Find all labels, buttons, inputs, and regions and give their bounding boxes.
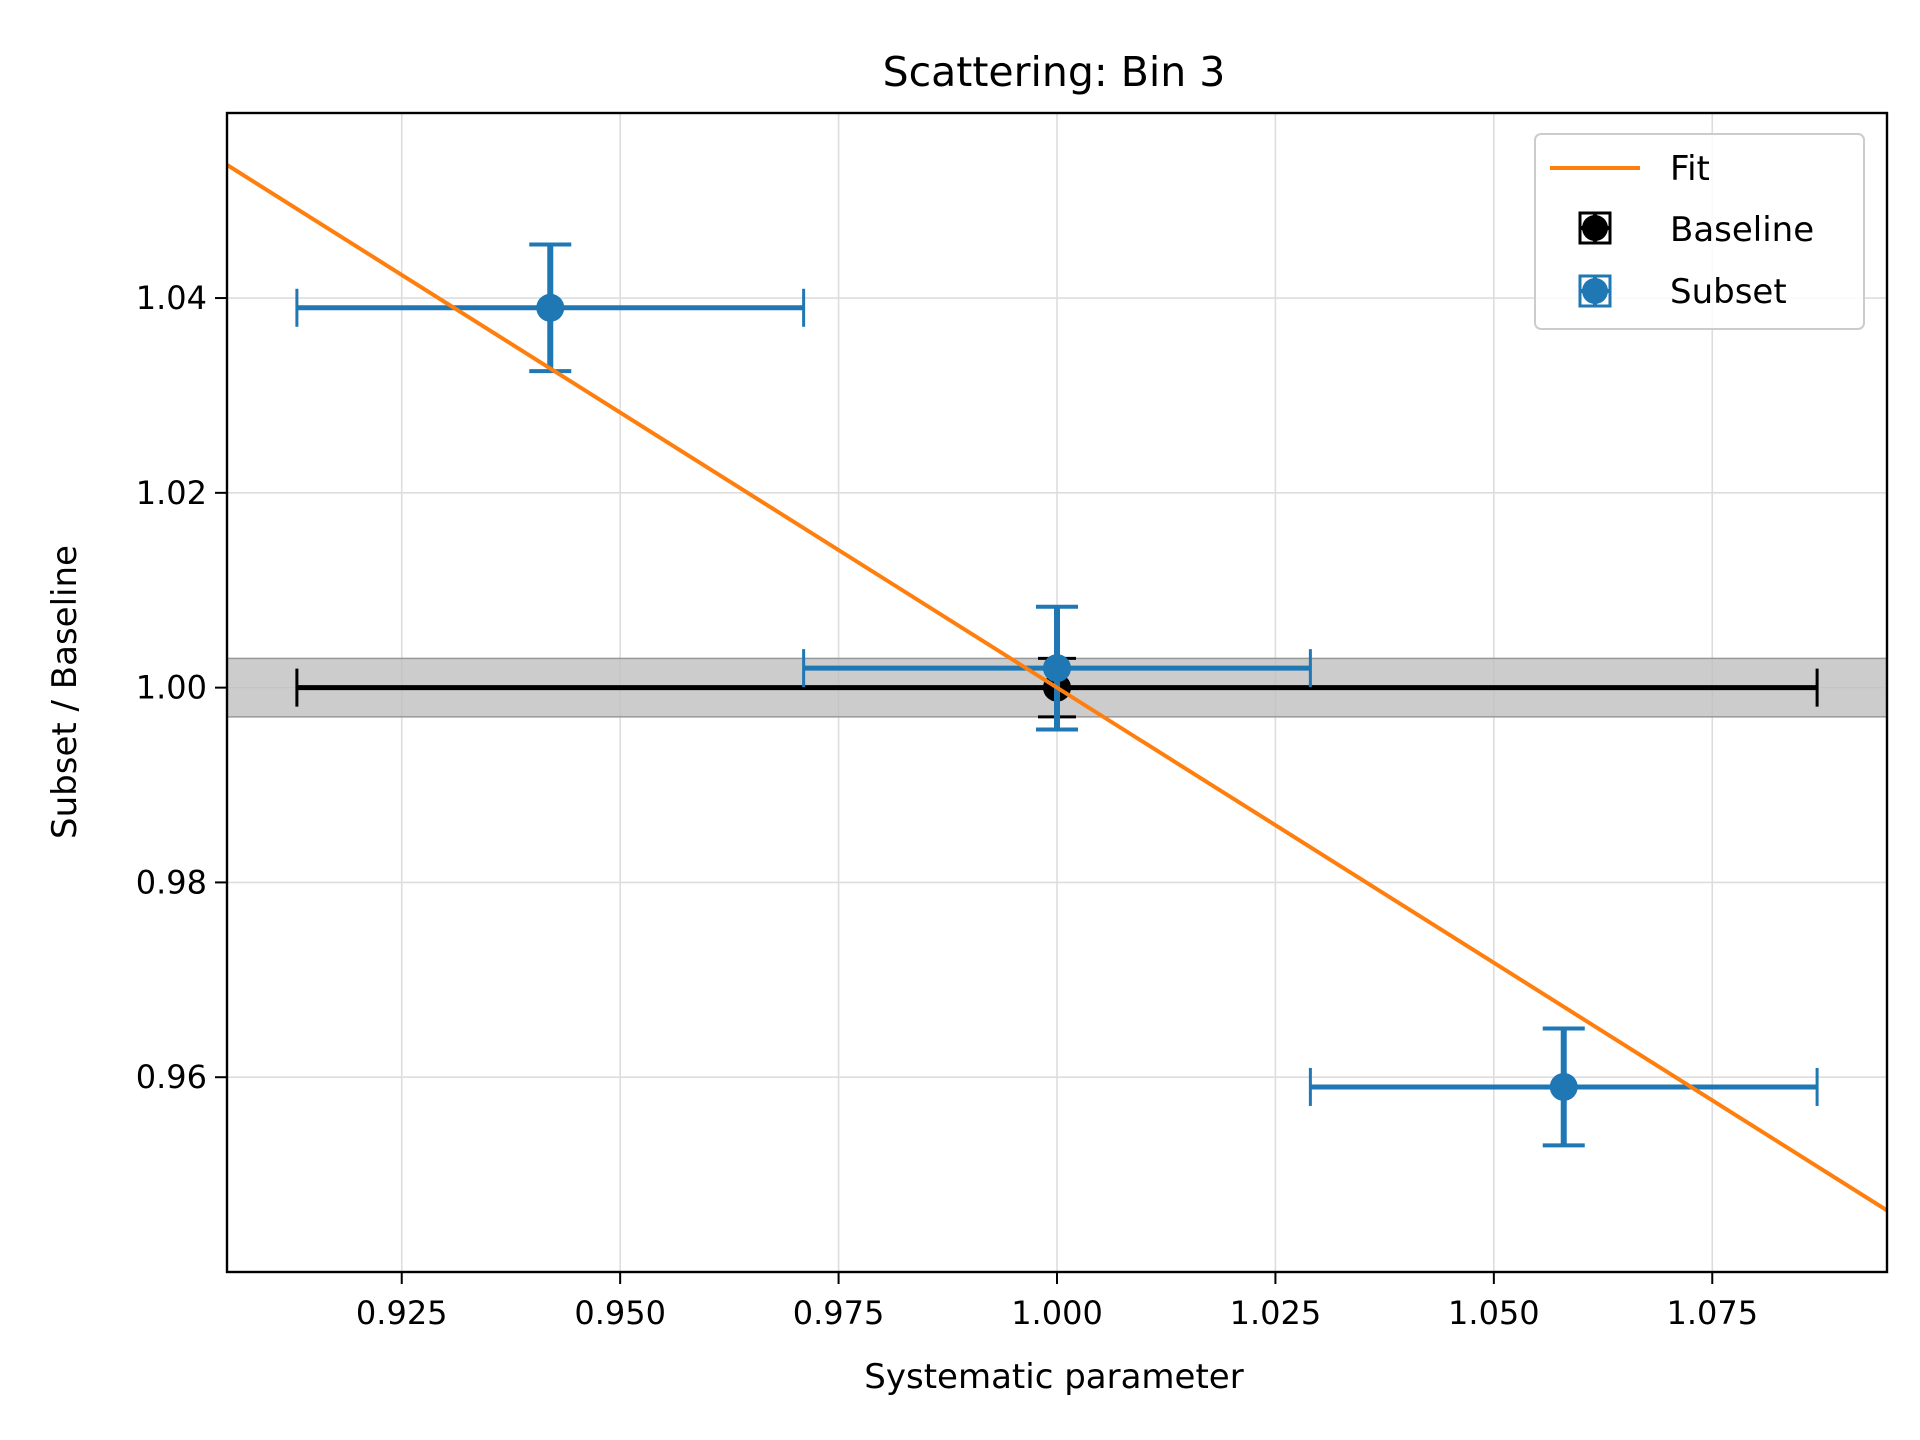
x-axis-label: Systematic parameter: [864, 1357, 1243, 1397]
subset-point: [536, 293, 565, 322]
legend-label: Fit: [1670, 149, 1710, 189]
x-tick-label: 0.950: [574, 1294, 666, 1332]
x-tick-label: 0.925: [356, 1294, 448, 1332]
x-tick-label: 0.975: [793, 1294, 885, 1332]
x-tick-label: 1.000: [1011, 1294, 1103, 1332]
y-axis-label: Subset / Baseline: [45, 545, 85, 839]
y-tick-label: 1.02: [136, 474, 207, 512]
plot-contents: [227, 163, 1887, 1213]
x-tick-label: 1.050: [1448, 1294, 1540, 1332]
y-tick-label: 1.00: [136, 669, 207, 707]
fit-line: [227, 163, 1887, 1213]
legend-label: Subset: [1670, 272, 1787, 312]
x-tick-label: 1.025: [1230, 1294, 1322, 1332]
y-tick-label: 0.98: [136, 863, 207, 901]
subset-point: [1549, 1072, 1578, 1101]
legend-label: Baseline: [1670, 210, 1814, 250]
y-tick-label: 1.04: [136, 279, 207, 317]
y-tick-label: 0.96: [136, 1058, 207, 1096]
legend-baseline-swatch-marker: [1582, 215, 1608, 241]
x-tick-label: 1.075: [1666, 1294, 1758, 1332]
legend: Fit Baseline Subset: [1534, 133, 1865, 330]
chart-title: Scattering: Bin 3: [883, 48, 1226, 96]
legend-box: [1534, 133, 1865, 330]
legend-subset-swatch-marker: [1582, 278, 1608, 304]
plot-area: 0.925 0.950 0.975 1.000 1.025 1.050 1.075 0.96 0…: [136, 111, 1889, 1332]
subset-point: [1043, 654, 1071, 683]
